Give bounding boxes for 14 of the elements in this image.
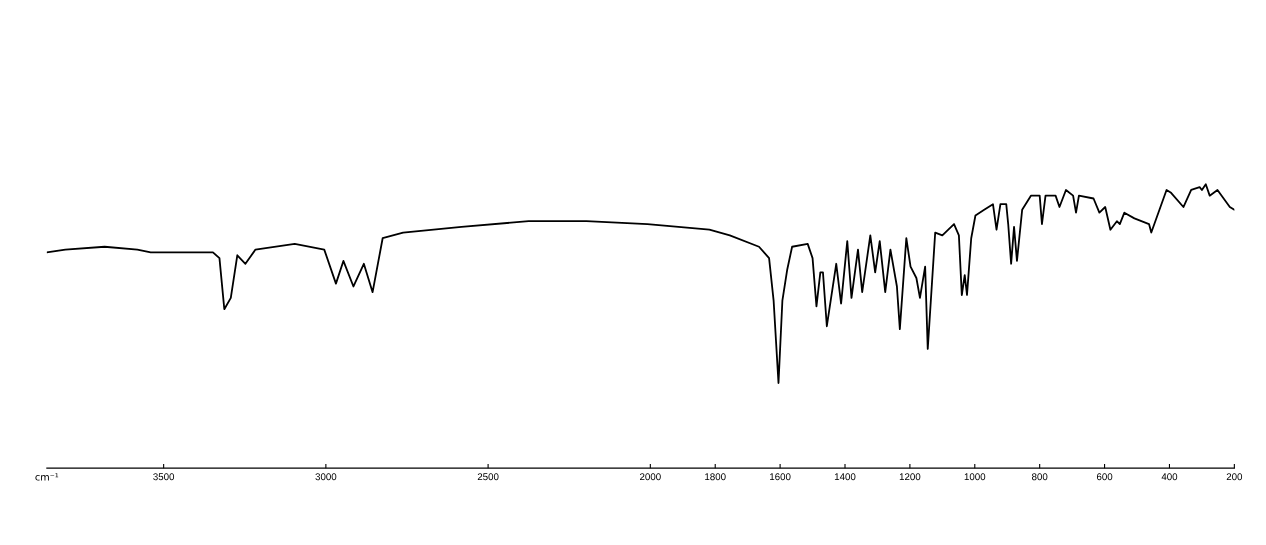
- x-tick-label: 1600: [770, 473, 791, 481]
- x-tick-label: 1800: [705, 473, 726, 481]
- x-tick-label: 3500: [153, 473, 175, 481]
- x-tick-label: 1400: [834, 473, 856, 481]
- x-tick-label: 1000: [964, 473, 986, 481]
- x-tick-label: 2500: [477, 473, 499, 481]
- x-tick-label: 3000: [315, 473, 337, 481]
- x-tick-label: 1200: [899, 473, 921, 481]
- x-tick-label: 200: [1226, 473, 1243, 481]
- x-tick-label: 800: [1031, 473, 1048, 481]
- x-tick-label: 400: [1161, 473, 1178, 481]
- x-tick-label: 600: [1096, 473, 1113, 481]
- x-tick-label: 2000: [640, 473, 661, 481]
- x-axis-title: cm⁻¹: [35, 473, 59, 481]
